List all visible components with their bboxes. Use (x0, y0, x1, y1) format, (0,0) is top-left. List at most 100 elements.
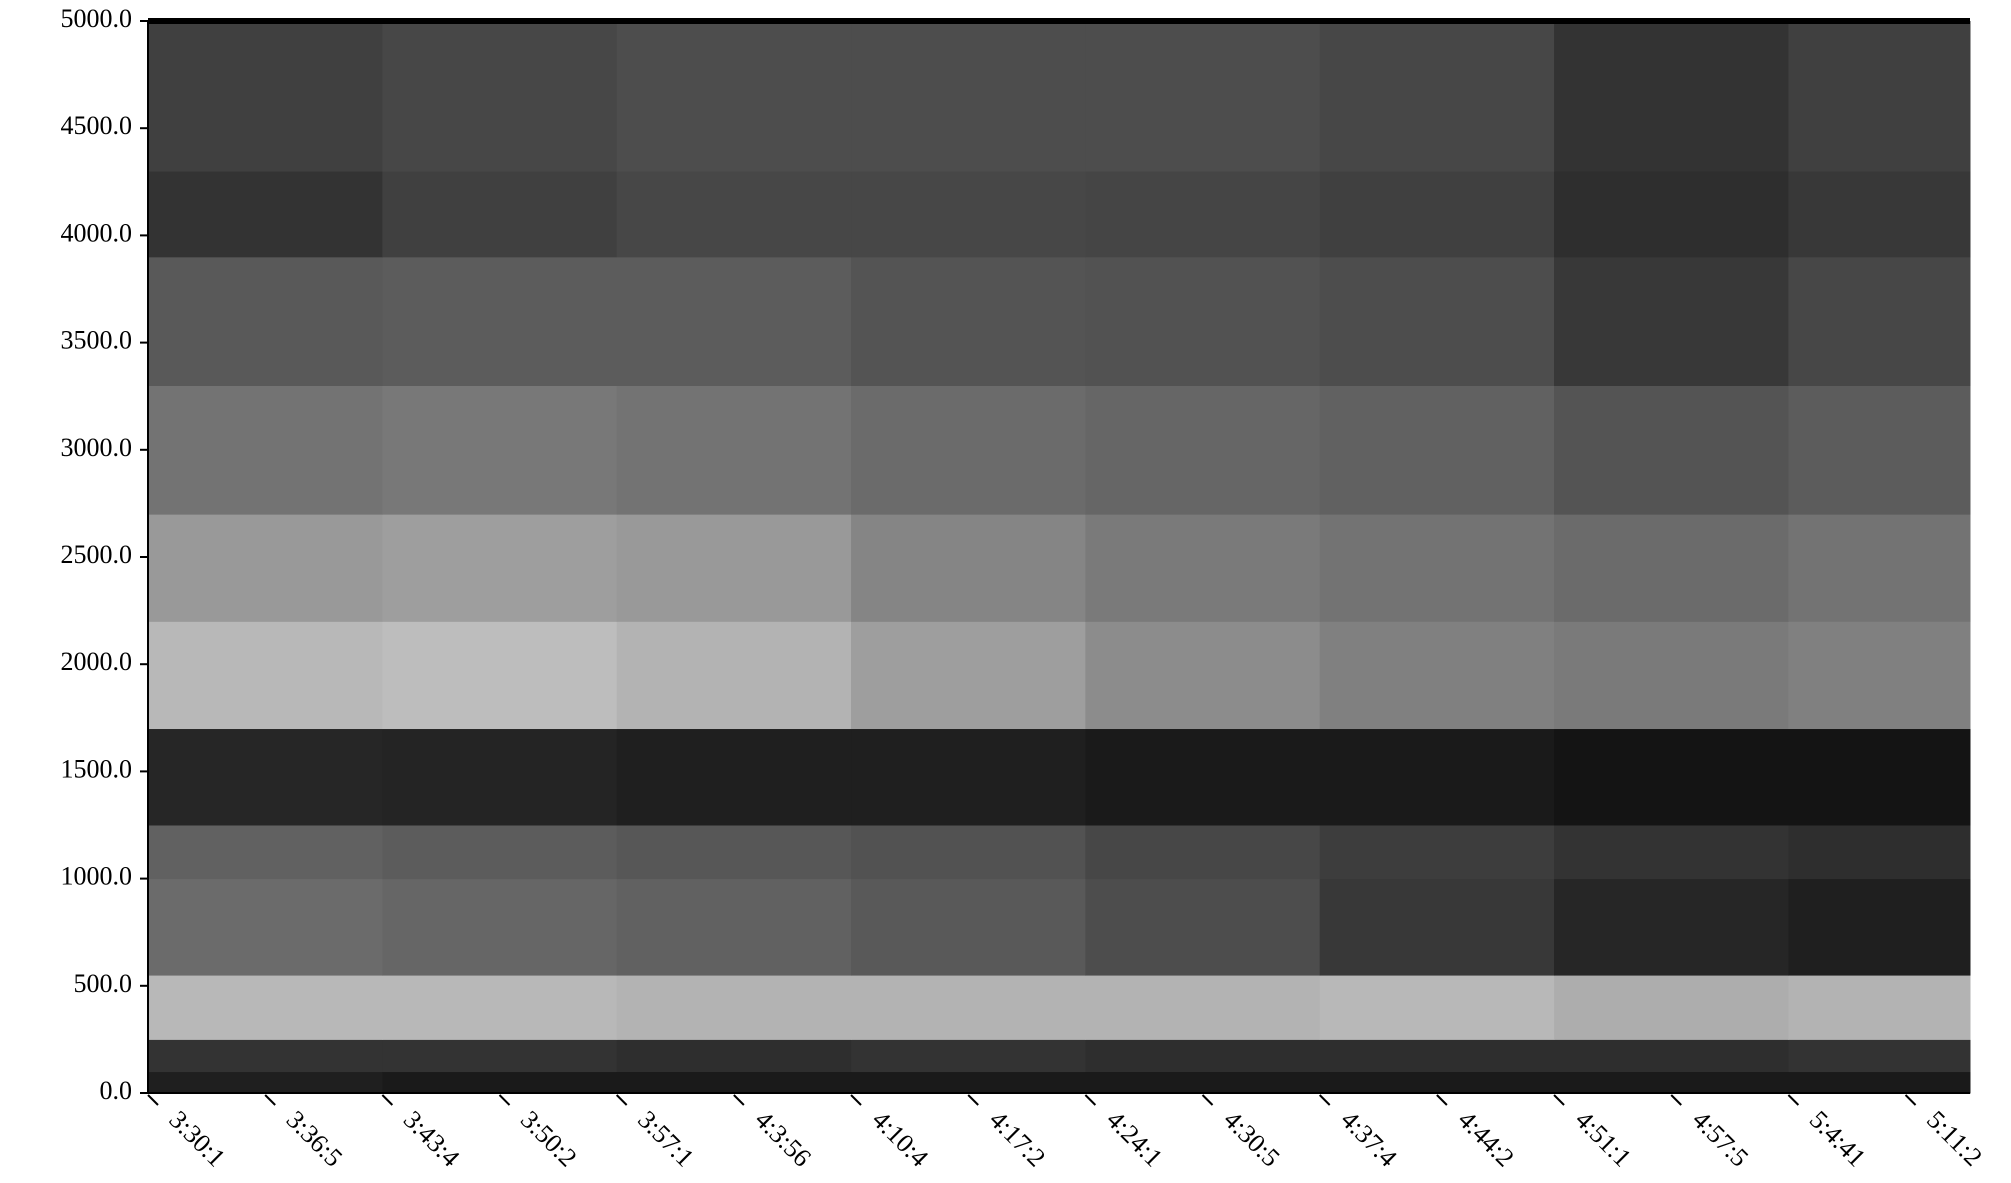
heat-cell (148, 1039, 383, 1073)
heat-cell (1319, 385, 1555, 515)
heat-cell (1788, 825, 1971, 880)
heat-cell (1085, 21, 1321, 172)
x-tick (1787, 1094, 1800, 1106)
heat-cell (1319, 621, 1555, 730)
x-tick-label: 4:57:5 (1687, 1105, 1754, 1172)
heat-cell (851, 1039, 1086, 1073)
heat-cell (851, 878, 1086, 976)
heat-cell (1788, 385, 1971, 515)
heat-cell (1085, 1039, 1321, 1073)
heat-cell (1085, 1071, 1321, 1094)
x-tick-label: 3:50:2 (515, 1105, 582, 1172)
heat-cell (851, 825, 1086, 880)
heat-cell (616, 825, 852, 880)
heat-cell (616, 728, 852, 826)
heat-cell (148, 878, 383, 976)
heat-cell (1554, 975, 1789, 1040)
heat-cell (382, 1039, 618, 1073)
heat-cell (148, 514, 383, 622)
y-tick-label: 2000.0 (61, 647, 133, 676)
y-tick-label: 3500.0 (61, 326, 133, 355)
heat-cell (1788, 1071, 1971, 1094)
heat-cell (1554, 1039, 1789, 1073)
heat-cell (1788, 728, 1971, 826)
x-tick-label: 4:3:56 (749, 1105, 816, 1172)
y-tick-label: 5000.0 (61, 4, 133, 33)
heat-cell (616, 21, 852, 172)
x-tick (1436, 1094, 1448, 1106)
heat-cell (1319, 825, 1555, 880)
heat-cell (1554, 171, 1789, 258)
heat-cell (148, 728, 383, 826)
heat-cell (382, 1071, 618, 1094)
x-tick-label: 3:43:4 (398, 1105, 465, 1172)
heat-cell (1085, 975, 1321, 1040)
heat-cell (1319, 1071, 1555, 1094)
heat-cell (1788, 514, 1971, 622)
heat-cell (382, 171, 618, 258)
x-tick-label: 4:24:1 (1101, 1105, 1168, 1172)
heat-cell (382, 825, 618, 880)
x-tick-label: 3:36:5 (281, 1105, 348, 1172)
heat-cell (1319, 975, 1555, 1040)
x-tick (1318, 1094, 1331, 1106)
heat-cell (148, 171, 383, 258)
heat-cell (382, 728, 618, 826)
heat-cell (1788, 21, 1971, 172)
x-tick-label: 3:57:1 (632, 1105, 699, 1172)
heat-cell (851, 256, 1086, 386)
x-tick (147, 1094, 159, 1106)
y-tick-label: 1500.0 (61, 754, 133, 783)
heat-cell (1085, 878, 1321, 976)
y-tick-label: 2500.0 (61, 540, 133, 569)
heat-cell (1788, 171, 1971, 258)
heat-cell (382, 385, 618, 515)
x-tick-label: 5:11:2 (1921, 1105, 1988, 1172)
heat-cell (616, 514, 852, 622)
heat-cell (1085, 621, 1321, 730)
heat-cell (616, 171, 852, 258)
heat-cell (851, 385, 1086, 515)
heat-cell (1554, 878, 1789, 976)
heat-cell (1554, 21, 1789, 172)
x-tick (381, 1094, 394, 1106)
x-tick (1904, 1094, 1917, 1106)
heat-cell (1085, 256, 1321, 386)
heat-cell (148, 256, 383, 386)
heat-cell (148, 1071, 383, 1094)
x-tick-label: 4:10:4 (867, 1105, 934, 1172)
x-tick-label: 4:44:2 (1452, 1105, 1519, 1172)
y-tick-label: 500.0 (74, 969, 133, 998)
heat-cell (616, 1071, 852, 1094)
heat-cell (1319, 728, 1555, 826)
heat-cell (1788, 878, 1971, 976)
heat-cell (382, 21, 618, 172)
x-tick (733, 1094, 745, 1106)
heat-cell (616, 256, 852, 386)
heat-cell (851, 171, 1086, 258)
x-tick (1670, 1094, 1682, 1106)
heat-cell (851, 1071, 1086, 1094)
heat-cell (1788, 621, 1971, 730)
heat-cell (1788, 1039, 1971, 1073)
y-tick-label: 4500.0 (61, 111, 133, 140)
heat-cell (1554, 514, 1789, 622)
heat-cell (1319, 21, 1555, 172)
heat-cell (1319, 1039, 1555, 1073)
heat-cell (1554, 621, 1789, 730)
heat-cell (616, 621, 852, 730)
heat-cell (1788, 975, 1971, 1040)
x-tick (264, 1094, 276, 1106)
heat-cell (1319, 171, 1555, 258)
x-tick (1201, 1094, 1214, 1106)
heat-cell (148, 621, 383, 730)
heat-cell (851, 514, 1086, 622)
heat-cell (148, 825, 383, 880)
heat-cell (1554, 728, 1789, 826)
heat-cell (148, 975, 383, 1040)
heat-cell (1319, 514, 1555, 622)
x-tick (967, 1094, 979, 1106)
x-tick-label: 4:37:4 (1335, 1105, 1402, 1172)
heat-cell (1554, 256, 1789, 386)
x-tick-label: 3:30:1 (164, 1105, 231, 1172)
